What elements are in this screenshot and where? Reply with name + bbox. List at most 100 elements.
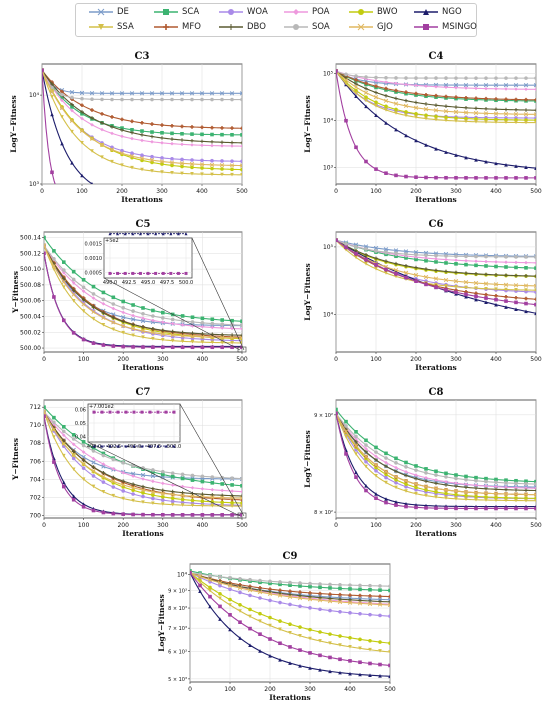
series-point-marker <box>62 480 66 485</box>
series-point-marker <box>484 498 488 502</box>
series-point-marker <box>484 86 488 91</box>
series-point-marker <box>353 84 359 90</box>
series-point-marker <box>534 255 536 259</box>
series-point-marker <box>298 634 302 638</box>
series-group <box>190 569 390 679</box>
chart-title: C3 <box>135 51 150 62</box>
series-point-marker <box>514 265 518 270</box>
series-point-marker <box>413 250 419 255</box>
series-point-marker <box>514 97 518 102</box>
inset-point-marker <box>124 444 128 448</box>
series-point-marker <box>220 172 224 177</box>
series-point-marker <box>534 274 536 278</box>
series-point-marker <box>210 158 214 163</box>
series-point-marker <box>384 472 388 477</box>
series-point-marker <box>131 322 135 327</box>
series-point-marker <box>161 338 165 342</box>
series-point-marker <box>363 90 369 95</box>
series-point-marker <box>404 482 408 486</box>
series-point-marker <box>240 159 242 164</box>
series-point-marker <box>268 598 272 603</box>
series-point-marker <box>248 577 252 582</box>
series-point-marker <box>474 497 478 502</box>
series-point-marker <box>384 250 388 255</box>
series-point-marker <box>208 594 212 599</box>
series-point-marker <box>190 503 195 508</box>
series-point-marker <box>364 450 368 454</box>
series-point-marker <box>257 589 263 595</box>
series-point-marker <box>374 445 378 450</box>
series-point-marker <box>384 451 388 456</box>
series-point-marker <box>464 254 468 259</box>
series-point-marker <box>278 641 282 646</box>
series-point-marker <box>494 477 498 482</box>
series-point-marker <box>534 488 536 493</box>
series-point-marker <box>220 97 224 102</box>
series-point-marker <box>190 132 194 136</box>
legend-swatch <box>89 8 113 16</box>
series-point-marker <box>494 506 498 511</box>
series-point-marker <box>434 175 438 180</box>
series-point-marker <box>394 251 398 256</box>
series-point-marker <box>288 602 292 607</box>
series-point-marker <box>52 420 56 425</box>
series-point-marker <box>338 597 342 601</box>
series-point-marker <box>90 116 94 120</box>
series-point-marker <box>70 161 74 165</box>
inset-series-msingo <box>108 271 188 275</box>
series-point-marker <box>368 601 372 605</box>
series-point-marker <box>121 319 125 324</box>
series-point-marker <box>52 435 56 439</box>
series-point-marker <box>120 117 124 122</box>
series-point-marker <box>170 492 175 497</box>
series-point-marker <box>308 627 312 632</box>
series-point-marker <box>484 479 488 484</box>
legend-swatch <box>349 23 373 31</box>
series-point-marker <box>474 297 478 302</box>
series-line <box>42 70 94 184</box>
series-point-marker <box>151 496 155 501</box>
series-point-marker <box>393 248 399 253</box>
series-point-marker <box>278 627 282 632</box>
series-point-marker <box>69 118 75 124</box>
series-point-marker <box>230 97 234 102</box>
series-point-marker <box>474 294 478 299</box>
legend-label: BWO <box>377 7 398 17</box>
series-point-marker <box>504 299 508 303</box>
series-point-marker <box>308 606 312 610</box>
series-point-marker <box>483 111 489 116</box>
series-point-marker <box>197 574 203 579</box>
series-point-marker <box>140 133 144 137</box>
x-tick-label: 100 <box>370 356 382 363</box>
series-point-marker <box>378 584 382 588</box>
series-point-marker <box>121 299 125 304</box>
series-point-marker <box>533 492 536 497</box>
series-ngo <box>190 570 390 679</box>
series-point-marker <box>403 270 409 275</box>
series-point-marker <box>200 172 204 176</box>
y-tick-label: 500.14 <box>20 235 41 242</box>
series-point-marker <box>328 586 332 590</box>
series-point-marker <box>240 173 242 177</box>
series-point-marker <box>230 504 234 508</box>
series-point-marker <box>190 138 194 143</box>
series-point-marker <box>434 84 438 89</box>
inset-point-marker <box>169 232 173 236</box>
series-point-marker <box>150 473 156 479</box>
series-point-marker <box>91 284 96 289</box>
series-point-marker <box>484 300 488 304</box>
series-point-marker <box>328 596 332 601</box>
series-point-marker <box>240 97 242 102</box>
series-point-marker <box>374 450 378 454</box>
series-point-marker <box>384 500 388 505</box>
series-point-marker <box>160 170 164 174</box>
series-point-marker <box>129 153 135 159</box>
series-point-marker <box>210 97 214 102</box>
series-point-marker <box>200 316 205 321</box>
series-point-marker <box>210 513 215 517</box>
series-point-marker <box>358 672 362 677</box>
series-point-marker <box>474 176 478 180</box>
series-point-marker <box>524 296 528 301</box>
inset-point-marker <box>154 232 158 236</box>
series-point-marker <box>230 140 234 145</box>
